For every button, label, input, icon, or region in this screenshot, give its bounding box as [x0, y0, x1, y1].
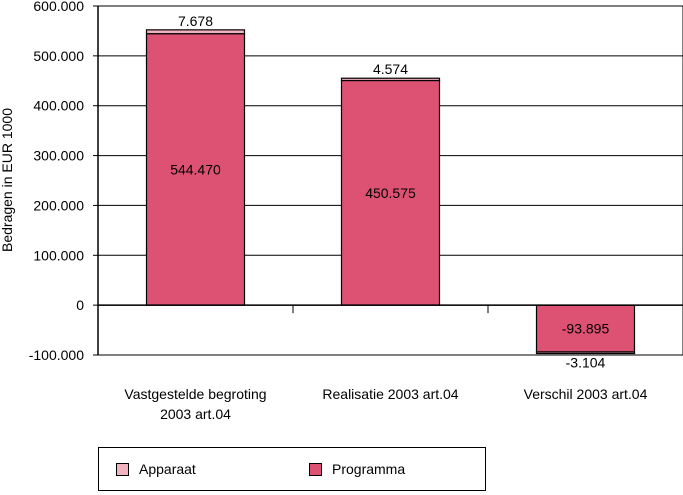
y-tick-label: 200.000	[33, 197, 84, 213]
bar-apparaat	[340, 77, 441, 82]
bar-apparaat	[145, 29, 246, 35]
legend: Apparaat Programma	[98, 447, 486, 491]
y-tick-label: 600.000	[33, 0, 84, 14]
bar-programma	[145, 33, 246, 306]
data-label-apparaat: -3.104	[566, 355, 606, 371]
x-category-label: Verschil 2003 art.04	[524, 386, 648, 402]
bar-programma	[535, 304, 636, 353]
x-category-label: 2003 art.04	[160, 406, 231, 422]
y-tick-label: 100.000	[33, 247, 84, 263]
x-category-labels: Vastgestelde begroting 2003 art.04 Realisa…	[124, 386, 647, 422]
y-tick-labels: 600.000 500.000 400.000 300.000 200.000 100.0…	[29, 0, 84, 363]
data-label-programma: -93.895	[562, 321, 610, 337]
y-tick-label: 500.000	[33, 48, 84, 64]
legend-label-programma: Programma	[332, 461, 406, 477]
legend-item-apparaat: Apparaat	[116, 461, 196, 477]
legend-item-programma: Programma	[309, 461, 405, 477]
legend-swatch-apparaat	[116, 462, 129, 476]
bars	[145, 29, 636, 355]
y-axis-title: Bedragen in EUR 1000	[0, 108, 15, 252]
y-tick-label: -100.000	[29, 347, 84, 363]
data-label-apparaat: 4.574	[373, 61, 408, 77]
data-label-programma: 450.575	[365, 185, 416, 201]
y-tick-label: 400.000	[33, 98, 84, 114]
x-category-label: Vastgestelde begroting	[124, 386, 266, 402]
legend-label-apparaat: Apparaat	[139, 461, 196, 477]
data-label-apparaat: 7.678	[178, 13, 213, 29]
x-category-label: Realisatie 2003 art.04	[322, 386, 458, 402]
data-label-programma: 544.470	[170, 161, 221, 177]
legend-swatch-programma	[309, 462, 322, 476]
y-tick-label: 300.000	[33, 148, 84, 164]
data-labels: 544.470 7.678 450.575 4.574 -93.895 -3.104	[170, 13, 609, 371]
stacked-bar-chart: 600.000 500.000 400.000 300.000 200.000 100.0…	[0, 0, 683, 422]
y-tick-label: 0	[76, 297, 84, 313]
axes	[97, 6, 683, 355]
bar-apparaat	[535, 351, 636, 355]
